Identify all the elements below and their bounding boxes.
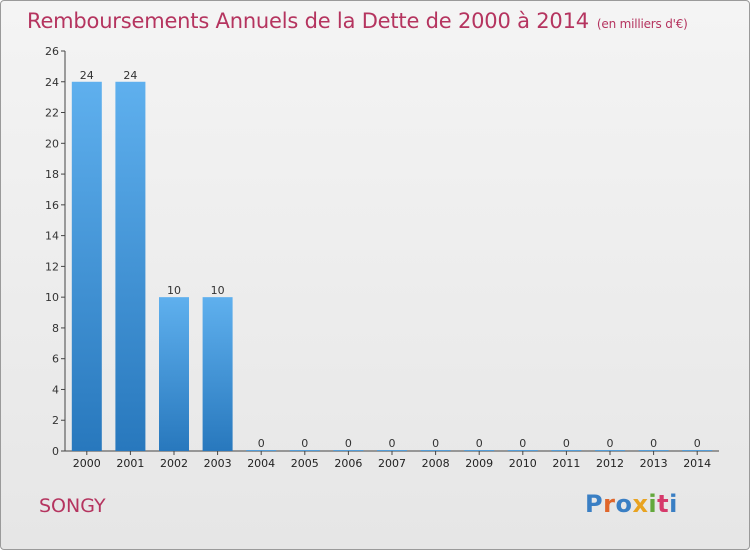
y-tick-label: 0 — [52, 445, 59, 458]
bar-2003 — [202, 297, 233, 451]
logo-letter: x — [632, 490, 649, 518]
x-tick-label: 2004 — [247, 457, 275, 470]
data-label-2012: 0 — [607, 437, 614, 450]
chart-title-text: Remboursements Annuels de la Dette de 20… — [27, 9, 589, 33]
y-tick-label: 12 — [45, 260, 59, 273]
logo-letter: i — [669, 490, 678, 518]
x-tick-label: 2002 — [160, 457, 188, 470]
commune-name: SONGY — [39, 495, 106, 517]
bar-2007 — [377, 450, 407, 451]
data-label-2003: 10 — [211, 284, 225, 297]
data-label-2013: 0 — [650, 437, 657, 450]
y-tick-label: 8 — [52, 322, 59, 335]
x-tick-label: 2008 — [422, 457, 450, 470]
bar-2004 — [246, 450, 277, 451]
bar-2005 — [289, 450, 320, 451]
y-tick-label: 6 — [52, 353, 59, 366]
proxiti-logo: Proxiti — [585, 490, 678, 518]
chart-title: Remboursements Annuels de la Dette de 20… — [27, 9, 688, 33]
x-tick-label: 2003 — [204, 457, 232, 470]
data-label-2002: 10 — [167, 284, 181, 297]
y-tick-label: 2 — [52, 414, 59, 427]
data-label-2011: 0 — [563, 437, 570, 450]
x-tick-label: 2005 — [291, 457, 319, 470]
data-label-2008: 0 — [432, 437, 439, 450]
bar-2006 — [333, 450, 364, 451]
x-tick-label: 2012 — [596, 457, 624, 470]
y-tick-label: 26 — [45, 45, 59, 58]
bar-2011 — [551, 450, 582, 451]
data-labels: 24 24 10 10 0 0 0 0 0 0 0 0 0 0 0 — [80, 69, 701, 450]
bar-2002 — [159, 297, 189, 451]
data-label-2010: 0 — [519, 437, 526, 450]
logo-letter: r — [603, 490, 616, 518]
x-tick-label: 2009 — [465, 457, 493, 470]
x-tick-label: 2010 — [509, 457, 537, 470]
x-tick-label: 2011 — [552, 457, 580, 470]
bar-2000 — [71, 81, 102, 452]
bar-2008 — [420, 450, 451, 451]
data-label-2009: 0 — [476, 437, 483, 450]
data-label-2007: 0 — [389, 437, 396, 450]
y-tick-label: 18 — [45, 168, 59, 181]
y-tick-label: 22 — [45, 107, 59, 120]
data-label-2006: 0 — [345, 437, 352, 450]
logo-letter: i — [648, 490, 658, 518]
x-tick-label: 2014 — [683, 457, 711, 470]
x-tick-label: 2006 — [334, 457, 362, 470]
logo-letter: t — [657, 490, 670, 518]
bar-2009 — [464, 450, 495, 451]
y-tick-label: 14 — [45, 230, 59, 243]
data-label-2005: 0 — [301, 437, 308, 450]
bar-2001 — [115, 81, 146, 452]
logo-letter: o — [615, 490, 633, 518]
y-tick-label: 10 — [45, 291, 59, 304]
data-label-2004: 0 — [258, 437, 265, 450]
x-tick-label: 2013 — [640, 457, 668, 470]
chart-subtitle: (en milliers d'€) — [596, 17, 688, 31]
y-tick-label: 16 — [45, 199, 59, 212]
bar-series — [71, 81, 713, 452]
bar-2013 — [638, 450, 669, 451]
y-tick-label: 4 — [52, 383, 59, 396]
y-tick-label: 24 — [45, 76, 59, 89]
logo-letter: P — [585, 490, 604, 518]
data-label-2014: 0 — [694, 437, 701, 450]
data-label-2001: 24 — [123, 69, 137, 82]
bar-2010 — [507, 450, 538, 451]
x-tick-label: 2001 — [116, 457, 144, 470]
y-tick-label: 20 — [45, 137, 59, 150]
x-tick-label: 2007 — [378, 457, 406, 470]
bar-2012 — [595, 450, 625, 451]
x-tick-label: 2000 — [73, 457, 101, 470]
bar-2014 — [682, 450, 713, 451]
data-label-2000: 24 — [80, 69, 94, 82]
